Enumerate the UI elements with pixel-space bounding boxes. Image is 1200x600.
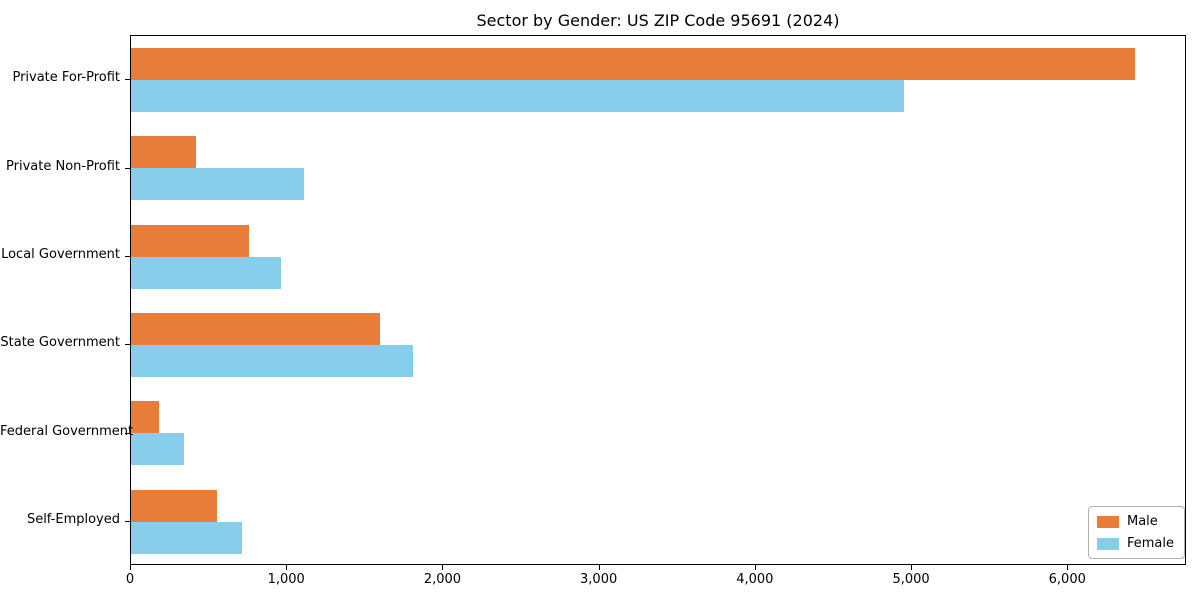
y-tick-label-private-non-profit: Private Non-Profit xyxy=(6,158,120,174)
y-tick xyxy=(125,167,130,169)
x-tick-label: 3,000 xyxy=(580,572,618,587)
bar-group-federal-government xyxy=(131,389,1185,477)
x-tick-label: 6,000 xyxy=(1048,572,1086,587)
bar-male-federal-government xyxy=(131,401,160,434)
bar-male-private-for-profit xyxy=(131,48,1136,81)
x-tick-label: 2,000 xyxy=(423,572,462,587)
chart-title: Sector by Gender: US ZIP Code 95691 (202… xyxy=(476,11,840,30)
x-tick-label: 5,000 xyxy=(892,572,930,587)
bar-female-private-for-profit xyxy=(131,80,905,113)
x-tick xyxy=(130,565,131,570)
bar-female-federal-government xyxy=(131,433,184,466)
bar-group-state-government xyxy=(131,301,1185,389)
bar-female-self-employed xyxy=(131,521,242,554)
bar-group-self-employed xyxy=(131,478,1185,566)
bar-male-self-employed xyxy=(131,489,217,522)
x-tick-label: 1,000 xyxy=(267,572,305,587)
bar-group-local-government xyxy=(131,213,1185,301)
x-tick xyxy=(286,565,288,570)
bar-male-local-government xyxy=(131,224,250,257)
y-tick-label-self-employed: Self-Employed xyxy=(26,511,120,527)
legend-label-male: Male xyxy=(1127,514,1158,529)
x-tick-label: 4,000 xyxy=(736,572,774,587)
y-tick-label-local-government: Local Government xyxy=(1,246,120,262)
legend-item-male: Male xyxy=(1097,514,1174,529)
plot-area xyxy=(130,35,1186,565)
legend-swatch-male xyxy=(1097,515,1119,528)
x-tick xyxy=(598,565,600,570)
y-tick xyxy=(125,520,130,522)
legend-label-female: Female xyxy=(1127,536,1175,551)
y-tick xyxy=(125,255,130,257)
y-tick-label-private-for-profit: Private For-Profit xyxy=(12,70,120,86)
y-tick-label-state-government: State Government xyxy=(0,335,120,351)
y-tick xyxy=(125,344,130,346)
y-tick xyxy=(125,79,130,81)
x-tick xyxy=(754,565,756,570)
x-tick xyxy=(1067,565,1069,570)
bar-female-state-government xyxy=(131,345,414,378)
legend: Male Female xyxy=(1088,506,1186,559)
legend-item-female: Female xyxy=(1097,536,1174,551)
y-tick xyxy=(125,432,130,434)
bar-female-local-government xyxy=(131,256,281,289)
bar-female-private-non-profit xyxy=(131,168,305,201)
x-tick-label: 0 xyxy=(125,572,135,587)
legend-swatch-female xyxy=(1097,537,1119,550)
x-tick xyxy=(911,565,913,570)
bar-male-state-government xyxy=(131,313,381,346)
y-tick-label-federal-government: Federal Government xyxy=(0,423,134,439)
bar-group-private-non-profit xyxy=(131,124,1185,212)
bar-male-private-non-profit xyxy=(131,136,197,169)
bar-group-private-for-profit xyxy=(131,36,1185,124)
x-tick xyxy=(442,565,444,570)
